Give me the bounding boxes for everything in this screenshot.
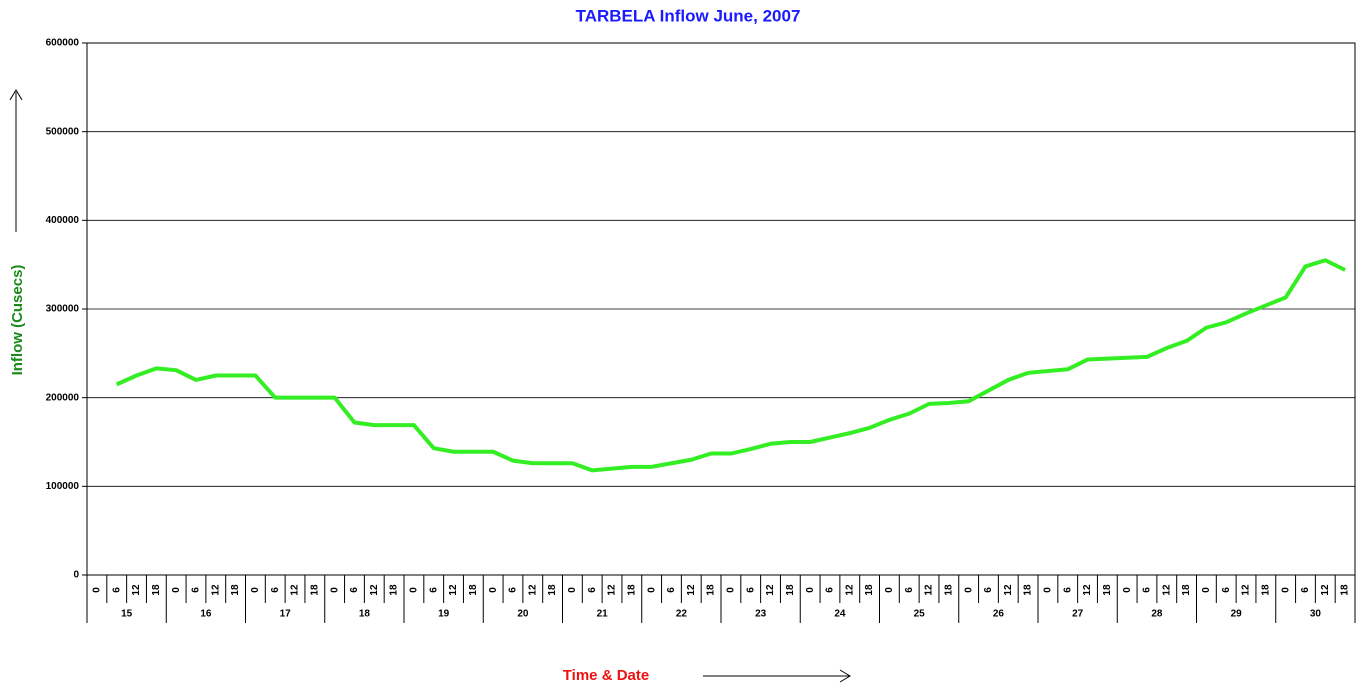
x-tick-label: 0 bbox=[646, 587, 657, 593]
date-label: 28 bbox=[1151, 609, 1163, 620]
x-tick-label: 18 bbox=[547, 584, 558, 596]
x-tick-label: 6 bbox=[191, 587, 202, 593]
date-label: 21 bbox=[597, 609, 609, 620]
x-tick-label: 18 bbox=[1181, 584, 1192, 596]
x-tick-label: 12 bbox=[924, 584, 935, 596]
x-tick-label: 12 bbox=[527, 584, 538, 596]
x-tick-label: 0 bbox=[567, 587, 578, 593]
x-tick-label: 18 bbox=[943, 584, 954, 596]
date-label: 29 bbox=[1231, 609, 1243, 620]
chart-title: TARBELA Inflow June, 2007 bbox=[576, 6, 801, 25]
x-tick-label: 18 bbox=[230, 584, 241, 596]
date-label: 27 bbox=[1072, 609, 1084, 620]
date-label: 15 bbox=[121, 609, 133, 620]
x-tick-label: 6 bbox=[111, 587, 122, 593]
date-label: 18 bbox=[359, 609, 371, 620]
x-tick-label: 6 bbox=[270, 587, 281, 593]
x-tick-label: 18 bbox=[151, 584, 162, 596]
x-tick-label: 0 bbox=[92, 587, 103, 593]
x-tick-label: 12 bbox=[131, 584, 142, 596]
y-axis-label: Inflow (Cusecs) bbox=[9, 265, 26, 376]
date-label: 19 bbox=[438, 609, 450, 620]
x-arrow-head bbox=[839, 669, 851, 683]
x-tick-label: 12 bbox=[290, 584, 301, 596]
y-tick-label: 0 bbox=[73, 570, 79, 581]
date-label: 20 bbox=[517, 609, 529, 620]
x-tick-label: 0 bbox=[329, 587, 340, 593]
x-tick-label: 12 bbox=[1161, 584, 1172, 596]
x-tick-label: 12 bbox=[448, 584, 459, 596]
y-tick-label: 400000 bbox=[46, 215, 80, 226]
y-tick-label: 500000 bbox=[46, 126, 80, 137]
x-tick-label: 12 bbox=[369, 584, 380, 596]
x-tick-label: 0 bbox=[726, 587, 737, 593]
x-tick-label: 18 bbox=[706, 584, 717, 596]
date-label: 30 bbox=[1310, 609, 1322, 620]
x-tick-label: 6 bbox=[508, 587, 519, 593]
date-label: 17 bbox=[280, 609, 292, 620]
x-tick-label: 12 bbox=[607, 584, 618, 596]
x-axis-label: Time & Date bbox=[563, 667, 649, 684]
date-label: 22 bbox=[676, 609, 688, 620]
x-tick-label: 12 bbox=[1003, 584, 1014, 596]
x-tick-label: 0 bbox=[805, 587, 816, 593]
x-tick-label: 18 bbox=[468, 584, 479, 596]
x-tick-label: 6 bbox=[349, 587, 360, 593]
data-line bbox=[115, 258, 1346, 473]
x-tick-label: 18 bbox=[1260, 584, 1271, 596]
x-tick-label: 0 bbox=[963, 587, 974, 593]
x-tick-label: 18 bbox=[1340, 584, 1351, 596]
date-label: 23 bbox=[755, 609, 767, 620]
x-tick-label: 0 bbox=[488, 587, 499, 593]
x-tick-label: 12 bbox=[1241, 584, 1252, 596]
date-label: 24 bbox=[834, 609, 846, 620]
x-tick-label: 0 bbox=[1043, 587, 1054, 593]
x-tick-label: 18 bbox=[1023, 584, 1034, 596]
date-label: 25 bbox=[914, 609, 926, 620]
x-tick-label: 6 bbox=[587, 587, 598, 593]
x-tick-label: 0 bbox=[884, 587, 895, 593]
x-tick-label: 12 bbox=[1320, 584, 1331, 596]
x-tick-label: 6 bbox=[745, 587, 756, 593]
y-tick-label: 300000 bbox=[46, 304, 80, 315]
y-tick-label: 200000 bbox=[46, 392, 80, 403]
x-tick-label: 12 bbox=[765, 584, 776, 596]
x-tick-label: 6 bbox=[1142, 587, 1153, 593]
x-tick-label: 18 bbox=[309, 584, 320, 596]
x-tick-label: 6 bbox=[1062, 587, 1073, 593]
y-tick-label: 600000 bbox=[46, 38, 80, 49]
x-tick-label: 0 bbox=[1280, 587, 1291, 593]
x-tick-label: 18 bbox=[785, 584, 796, 596]
x-tick-label: 6 bbox=[1300, 587, 1311, 593]
x-tick-label: 18 bbox=[864, 584, 875, 596]
x-tick-label: 0 bbox=[409, 587, 420, 593]
x-tick-label: 6 bbox=[428, 587, 439, 593]
x-tick-label: 6 bbox=[983, 587, 994, 593]
x-tick-label: 6 bbox=[825, 587, 836, 593]
x-tick-label: 0 bbox=[250, 587, 261, 593]
x-tick-label: 0 bbox=[1201, 587, 1212, 593]
x-tick-label: 0 bbox=[1122, 587, 1133, 593]
x-tick-label: 6 bbox=[904, 587, 915, 593]
y-tick-label: 100000 bbox=[46, 481, 80, 492]
x-tick-label: 12 bbox=[1082, 584, 1093, 596]
x-tick-label: 6 bbox=[666, 587, 677, 593]
x-tick-label: 0 bbox=[171, 587, 182, 593]
y-arrow-head bbox=[9, 89, 23, 101]
x-tick-label: 18 bbox=[389, 584, 400, 596]
x-tick-label: 12 bbox=[686, 584, 697, 596]
date-label: 16 bbox=[200, 609, 212, 620]
date-label: 26 bbox=[993, 609, 1005, 620]
x-tick-label: 6 bbox=[1221, 587, 1232, 593]
x-tick-label: 18 bbox=[626, 584, 637, 596]
x-tick-label: 12 bbox=[210, 584, 221, 596]
x-tick-label: 12 bbox=[844, 584, 855, 596]
x-tick-label: 18 bbox=[1102, 584, 1113, 596]
